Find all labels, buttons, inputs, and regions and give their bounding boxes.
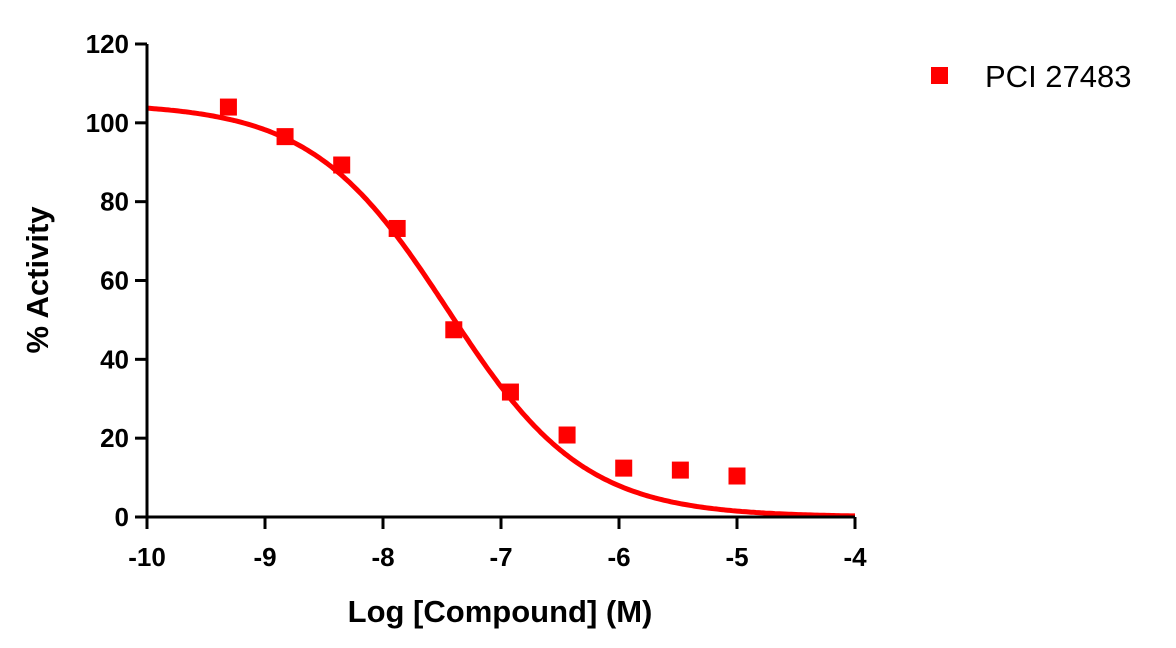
axes: 0 20 40 60 80 100 120 -10 -9 -8 -7 -6 -5 -4	[86, 29, 867, 572]
y-tick-label: 60	[100, 266, 129, 296]
y-tick-label: 20	[100, 423, 129, 453]
y-tick-label: 80	[100, 187, 129, 217]
x-tick-label: -9	[253, 542, 276, 572]
legend-marker	[931, 67, 948, 84]
data-point	[445, 321, 463, 339]
x-tick-label: -5	[725, 542, 748, 572]
y-tick-label: 40	[100, 344, 129, 374]
data-point	[615, 459, 633, 477]
x-tick-label: -7	[489, 542, 512, 572]
data-points-layer	[219, 98, 746, 485]
data-point	[728, 467, 746, 485]
y-tick-label: 0	[115, 502, 129, 532]
x-axis-label: Log [Compound] (M)	[348, 594, 653, 629]
x-tick-label: -4	[843, 542, 867, 572]
data-point	[671, 461, 689, 479]
y-axis-label: % Activity	[20, 206, 55, 354]
data-point	[276, 128, 294, 146]
fit-curve	[146, 105, 855, 519]
x-tick-label: -6	[607, 542, 630, 572]
y-tick-label: 120	[86, 29, 129, 59]
fit-curve-layer	[146, 105, 855, 519]
legend-label: PCI 27483	[985, 59, 1132, 94]
data-point	[219, 98, 237, 116]
legend: PCI 27483	[931, 59, 1132, 94]
data-point	[388, 219, 406, 237]
data-point	[333, 156, 351, 174]
data-point	[501, 383, 519, 401]
x-tick-label: -10	[128, 542, 166, 572]
data-point	[558, 426, 576, 444]
x-tick-label: -8	[371, 542, 394, 572]
y-tick-label: 100	[86, 108, 129, 138]
